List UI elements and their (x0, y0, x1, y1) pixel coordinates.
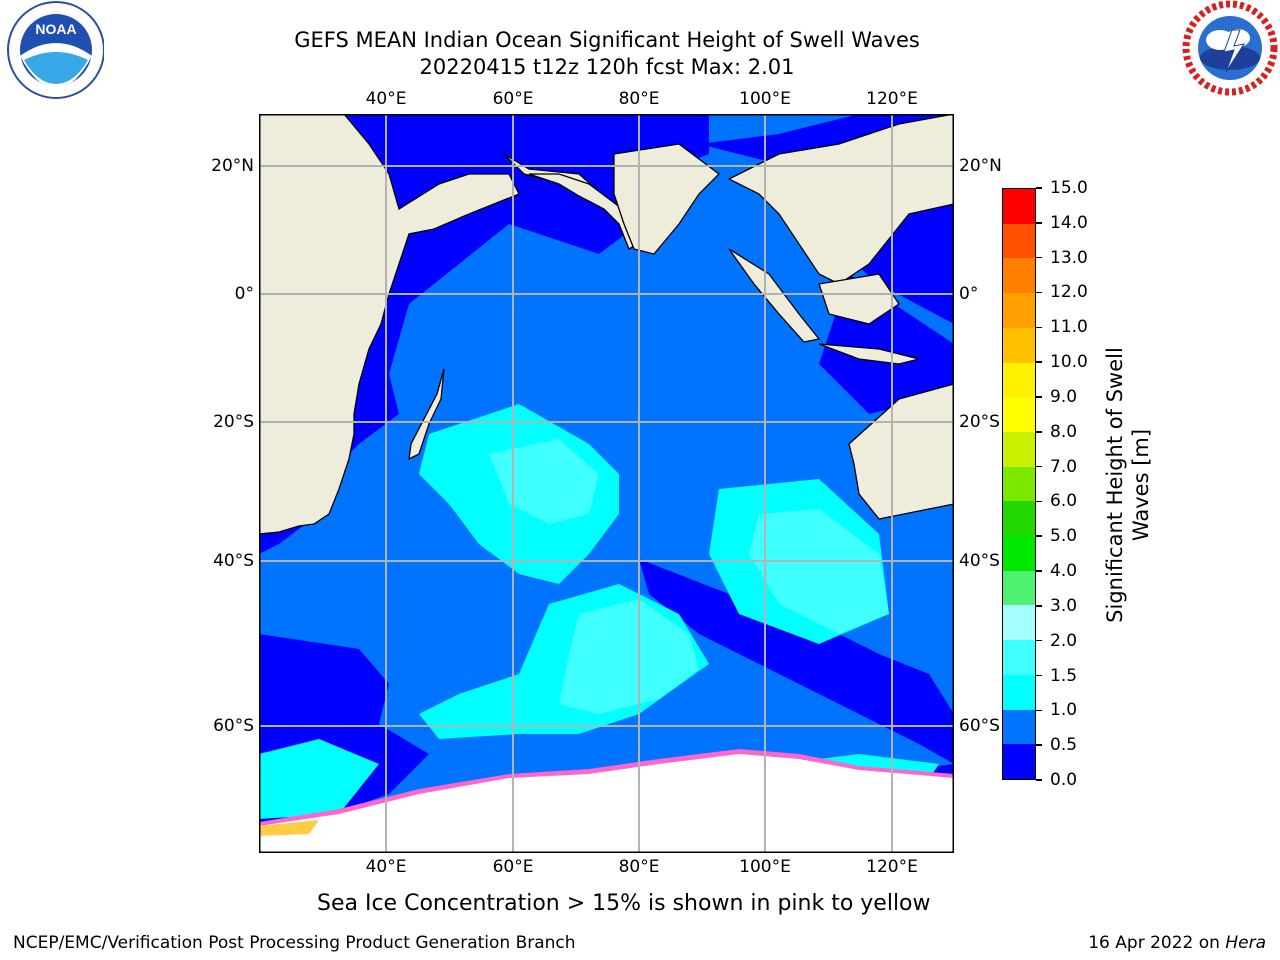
colorbar-tick (1036, 361, 1042, 363)
colorbar-tick-label: 14.0 (1050, 212, 1088, 233)
colorbar-tick-label: 15.0 (1050, 178, 1088, 198)
lat-label-left-40s: 40°S (213, 551, 254, 571)
noaa-logo-icon: NOAA (4, 0, 105, 100)
colorbar-tick-label: 1.0 (1050, 700, 1078, 721)
colorbar-tick (1036, 396, 1042, 398)
lat-label-left-20s: 20°S (213, 412, 254, 432)
colorbar-tick-label: 4.0 (1050, 561, 1078, 582)
lat-label-left-20n: 20°N (211, 156, 254, 176)
colorbar-tick-label: 9.0 (1050, 386, 1078, 407)
colorbar-ticks: 0.0 0.5 1.0 1.5 2.0 3.0 4.0 5.0 6.0 7.0 8.0 9.0 10.0… (1036, 178, 1096, 790)
colorbar-tick-label: 3.0 (1050, 595, 1078, 616)
colorbar-tick (1036, 222, 1042, 224)
map-title: GEFS MEAN Indian Ocean Significant Heigh… (294, 28, 920, 52)
high-swell-regions (489, 439, 889, 714)
footer-date-text: 16 Apr 2022 on (1088, 933, 1226, 953)
colorbar-segment (1003, 501, 1035, 537)
colorbar-tick (1036, 187, 1042, 189)
colorbar-tick-label: 1.5 (1050, 665, 1078, 686)
colorbar-segment (1003, 709, 1035, 745)
colorbar-tick (1036, 779, 1042, 781)
nws-logo-icon (1176, 0, 1280, 100)
lon-label-bottom-60e: 60°E (492, 857, 534, 877)
lon-label-top-40e: 40°E (365, 89, 407, 109)
colorbar-segment (1003, 189, 1035, 224)
colorbar-tick (1036, 291, 1042, 294)
lon-label-bottom-40e: 40°E (365, 857, 407, 877)
colorbar-label: Significant Height of Swell Waves [m] (1103, 347, 1153, 623)
colorbar-segment (1003, 431, 1035, 467)
colorbar-tick (1036, 256, 1042, 259)
colorbar-tick-label: 6.0 (1050, 491, 1078, 512)
colorbar-tick-label: 11.0 (1050, 317, 1088, 338)
lat-label-right-60s: 60°S (959, 716, 1000, 736)
map-canvas (258, 113, 955, 854)
colorbar-tick (1036, 465, 1042, 468)
colorbar-segment (1003, 466, 1035, 502)
colorbar-tick-label: 0.5 (1050, 735, 1078, 756)
lat-label-left-0: 0° (234, 284, 254, 304)
colorbar-tick (1036, 674, 1042, 677)
colorbar-segment (1003, 744, 1035, 779)
swell-height-map (258, 113, 955, 854)
colorbar-tick-label: 8.0 (1050, 421, 1078, 442)
graticule (259, 114, 954, 853)
lon-label-top-80e: 80°E (618, 89, 660, 109)
lat-label-left-60s: 60°S (213, 716, 254, 736)
colorbar-tick-label: 5.0 (1050, 526, 1078, 547)
colorbar-tick (1036, 605, 1042, 607)
colorbar-tick-label: 13.0 (1050, 247, 1088, 268)
lon-label-bottom-100e: 100°E (739, 857, 791, 877)
colorbar-tick-label: 12.0 (1050, 282, 1088, 303)
lat-label-right-40s: 40°S (959, 551, 1000, 571)
sea-ice-band (259, 749, 954, 853)
colorbar (1002, 188, 1036, 780)
colorbar-segment (1003, 397, 1035, 432)
lon-label-top-100e: 100°E (739, 89, 791, 109)
colorbar-tick (1036, 431, 1042, 433)
lat-label-right-20s: 20°S (959, 412, 1000, 432)
colorbar-tick (1036, 535, 1042, 537)
colorbar-tick (1036, 709, 1042, 712)
lat-label-right-0: 0° (959, 284, 979, 304)
colorbar-tick (1036, 500, 1042, 503)
lon-label-top-60e: 60°E (492, 89, 534, 109)
colorbar-tick (1036, 326, 1042, 329)
map-frame (259, 114, 954, 853)
colorbar-segment (1003, 327, 1035, 363)
colorbar-segment (1003, 640, 1035, 675)
map-subtitle: 20220415 t12z 120h fcst Max: 2.01 (419, 55, 795, 79)
footer-date: 16 Apr 2022 on Hera (1088, 933, 1266, 953)
lat-label-right-20n: 20°N (959, 156, 1002, 176)
sea-ice-note: Sea Ice Concentration > 15% is shown in … (317, 891, 931, 916)
lon-label-bottom-80e: 80°E (618, 857, 660, 877)
footer-branch: NCEP/EMC/Verification Post Processing Pr… (13, 933, 576, 953)
colorbar-segment (1003, 536, 1035, 571)
colorbar-tick (1036, 744, 1042, 746)
colorbar-tick-label: 2.0 (1050, 630, 1078, 651)
colorbar-segment (1003, 293, 1035, 328)
lon-label-top-120e: 120°E (866, 89, 918, 109)
colorbar-segment (1003, 570, 1035, 606)
colorbar-segment (1003, 605, 1035, 641)
colorbar-tick (1036, 639, 1042, 642)
lon-label-bottom-120e: 120°E (866, 857, 918, 877)
colorbar-tick (1036, 570, 1042, 572)
colorbar-segment (1003, 362, 1035, 398)
colorbar-segment (1003, 223, 1035, 259)
colorbar-tick-label: 10.0 (1050, 352, 1088, 373)
colorbar-segment (1003, 674, 1035, 710)
footer-host: Hera (1225, 933, 1266, 953)
colorbar-tick-label: 7.0 (1050, 456, 1078, 477)
colorbar-tick-label: 0.0 (1050, 770, 1078, 790)
svg-text:NOAA: NOAA (35, 21, 76, 37)
colorbar-segment (1003, 258, 1035, 294)
